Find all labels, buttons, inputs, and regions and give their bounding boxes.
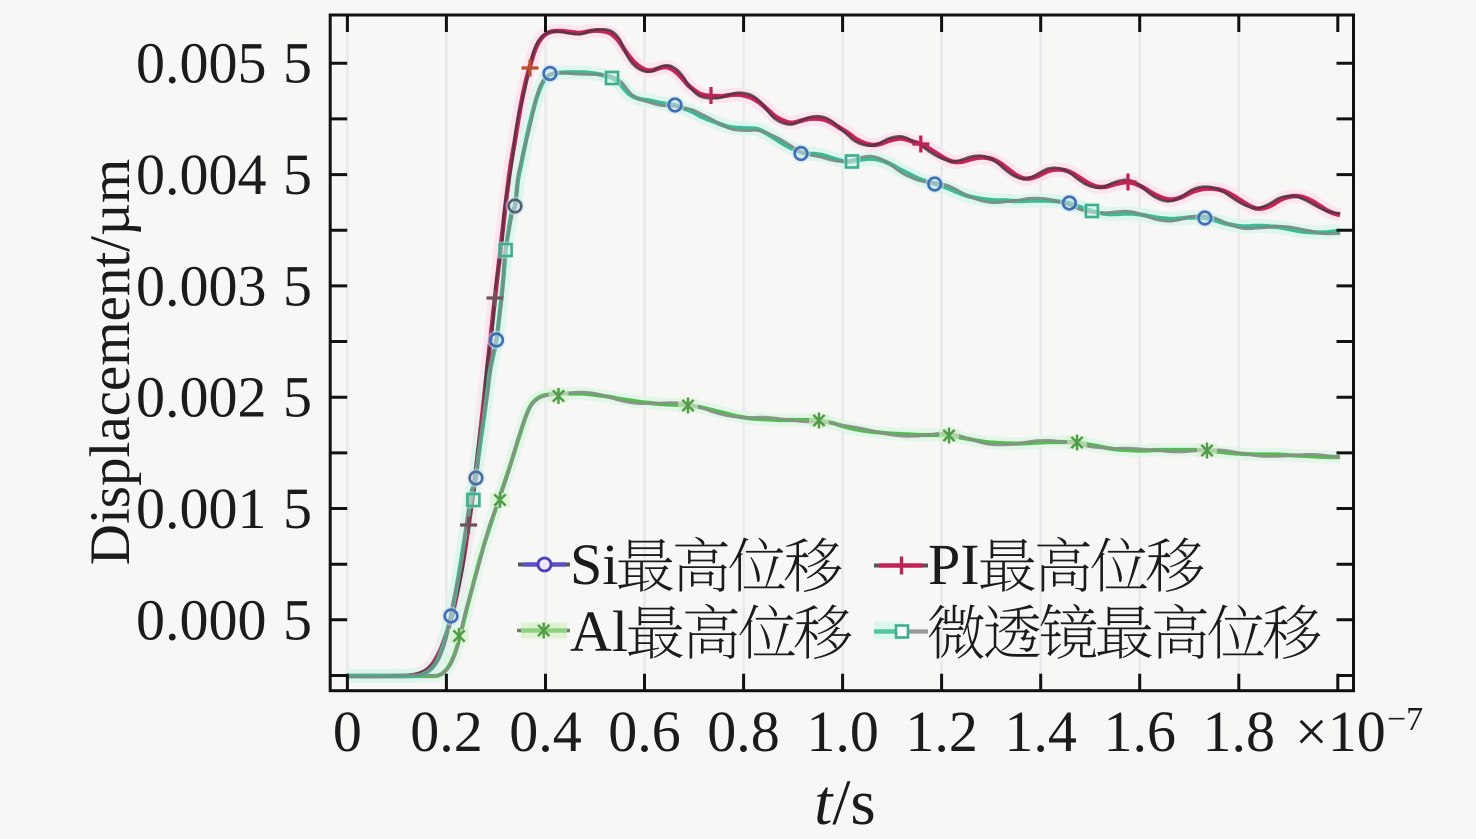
svg-text:0.003 5: 0.003 5	[136, 253, 312, 318]
svg-text:PI: PI	[928, 532, 980, 597]
svg-text:0.2: 0.2	[410, 699, 483, 764]
svg-text:0.004 5: 0.004 5	[136, 142, 312, 207]
svg-text:0.4: 0.4	[509, 699, 582, 764]
svg-text:t/s: t/s	[814, 767, 875, 839]
svg-text:0.6: 0.6	[608, 699, 681, 764]
svg-text:0: 0	[333, 699, 362, 764]
svg-text:0.005 5: 0.005 5	[136, 31, 312, 96]
svg-text:1.4: 1.4	[1004, 699, 1077, 764]
svg-text:Al: Al	[570, 599, 628, 664]
svg-text:1.8: 1.8	[1203, 699, 1276, 764]
svg-text:1.0: 1.0	[806, 699, 879, 764]
svg-text:Displacement/µm: Displacement/µm	[79, 159, 142, 565]
svg-text:−7: −7	[1387, 701, 1423, 738]
svg-text:0.000 5: 0.000 5	[136, 587, 312, 652]
svg-text:1.2: 1.2	[905, 699, 978, 764]
svg-text:0.001 5: 0.001 5	[136, 476, 312, 541]
svg-text:0.8: 0.8	[707, 699, 780, 764]
svg-text:0.002 5: 0.002 5	[136, 365, 312, 430]
svg-text:×10: ×10	[1295, 699, 1386, 764]
svg-text:1.6: 1.6	[1103, 699, 1176, 764]
svg-text:Si: Si	[570, 532, 618, 597]
